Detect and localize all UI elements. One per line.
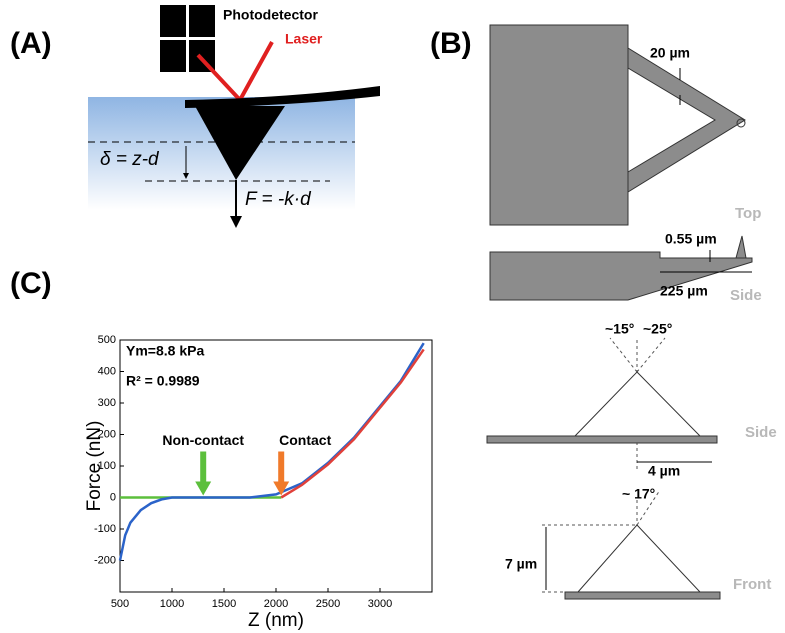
label: Front <box>733 576 771 593</box>
page: {"panel_a": {"label": "(A)", "photodetec… <box>0 0 785 633</box>
cantilever-front <box>565 592 720 599</box>
cantilever-side <box>490 252 752 300</box>
x-tick-label: 2500 <box>316 598 340 610</box>
x-axis-title: Z (nm) <box>248 610 304 631</box>
label: 225 µm <box>660 283 708 299</box>
label: 20 µm <box>650 45 690 61</box>
tip-front-view <box>578 525 700 592</box>
x-tick-label: 500 <box>111 598 129 610</box>
cantilever-side <box>487 436 717 443</box>
label: δ = z-d <box>100 149 160 170</box>
label: Side <box>745 424 777 441</box>
tip-side-view <box>575 372 700 436</box>
label: 0.55 µm <box>665 231 717 247</box>
label: ~15° <box>605 321 634 337</box>
annotation: Ym=8.8 kPa <box>126 343 204 359</box>
x-tick-label: 1500 <box>212 598 236 610</box>
figure: (A) Photodetector Laser δ = z-d F = -k·d… <box>0 0 785 633</box>
label: F = -k·d <box>245 189 312 210</box>
label: Photodetector <box>223 7 318 23</box>
cantilever-top <box>628 48 745 192</box>
annotation: R² = 0.9989 <box>126 373 200 389</box>
arrow-label: Contact <box>279 432 331 448</box>
dashed-line <box>637 338 665 372</box>
y-axis-title: Force (nN) <box>84 421 105 512</box>
y-tick-label: 0 <box>110 491 116 503</box>
dashed-line <box>610 338 637 372</box>
label: Top <box>735 205 761 222</box>
label: 4 µm <box>648 463 680 479</box>
chip <box>490 25 628 225</box>
x-tick-label: 2000 <box>264 598 288 610</box>
series-line <box>281 349 423 497</box>
label: ~25° <box>643 321 672 337</box>
panel-label: (B) <box>430 27 472 60</box>
y-tick-label: 300 <box>98 397 116 409</box>
panel-label: (A) <box>10 27 52 60</box>
tip-side <box>736 236 746 258</box>
arrow-head <box>195 482 211 496</box>
label: 7 µm <box>505 556 537 572</box>
label: ~ 17° <box>622 486 655 502</box>
panel-label: (C) <box>10 267 52 300</box>
y-tick-label: -100 <box>94 523 116 535</box>
y-tick-label: 500 <box>98 334 116 346</box>
y-tick-label: 400 <box>98 365 116 377</box>
x-tick-label: 1000 <box>160 598 184 610</box>
arrow-label: Non-contact <box>162 432 244 448</box>
label: Side <box>730 287 762 304</box>
label: Laser <box>285 31 323 47</box>
y-tick-label: -200 <box>94 554 116 566</box>
x-tick-label: 3000 <box>368 598 392 610</box>
